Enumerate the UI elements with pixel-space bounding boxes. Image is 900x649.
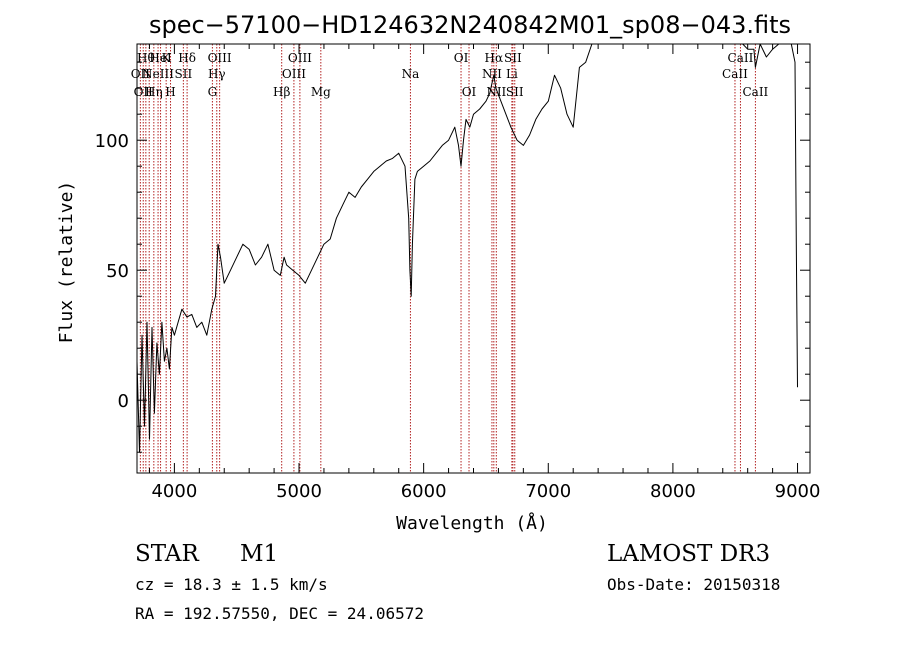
line-label-20: OI	[462, 85, 477, 99]
y-tick-label-1: 50	[106, 261, 129, 282]
x-tick-label-5: 9000	[775, 481, 821, 502]
x-axis-label: Wavelength (Å)	[396, 512, 548, 534]
line-label-4: Hη	[145, 85, 163, 99]
x-tick-label-4: 8000	[650, 481, 696, 502]
line-label-27: CaII	[722, 67, 748, 81]
line-label-0: OII	[131, 67, 151, 81]
line-label-13: OIII	[208, 51, 232, 65]
y-tick-label-2: 100	[95, 131, 129, 152]
line-label-15: OIII	[282, 67, 306, 81]
survey-label: LAMOST DR3	[607, 541, 770, 567]
line-markers	[139, 44, 756, 473]
line-label-29: CaII	[742, 85, 768, 99]
line-label-24: Li	[506, 67, 518, 81]
line-label-8: H	[165, 85, 175, 99]
obs-date-text: Obs-Date: 20150318	[607, 575, 780, 594]
y-axis-label: Flux (relative)	[56, 181, 77, 344]
coordinates-text: RA = 192.57550, DEC = 24.06572	[135, 604, 424, 623]
line-label-16: OIII	[288, 51, 312, 65]
line-label-1: OII	[134, 85, 154, 99]
line-label-5: NeIII	[142, 67, 174, 81]
x-tick-label-2: 6000	[401, 481, 447, 502]
line-label-21: NII	[482, 67, 502, 81]
line-label-28: CaII	[728, 51, 754, 65]
line-label-23: NII	[486, 85, 506, 99]
line-label-17: Mg	[311, 85, 331, 99]
line-label-7: K	[162, 51, 172, 65]
line-label-9: SII	[175, 67, 193, 81]
object-class: STAR	[135, 541, 199, 567]
x-tick-label-1: 5000	[276, 481, 322, 502]
y-tick-label-0: 0	[118, 391, 129, 412]
line-labels: OIIOIIHθHηNeIIIHeIKHSIIHδGHγOIIIHβOIIIOI…	[131, 51, 769, 99]
line-label-18: Na	[402, 67, 420, 81]
line-label-6: HeI	[149, 51, 172, 65]
line-label-26: SII	[506, 85, 524, 99]
chart-title: spec−57100−HD124632N240842M01_sp08−043.f…	[149, 11, 791, 39]
object-subclass: M1	[240, 541, 278, 567]
line-label-19: OI	[454, 51, 469, 65]
redshift-text: cz = 18.3 ± 1.5 km/s	[135, 575, 328, 594]
x-tick-label-3: 7000	[525, 481, 571, 502]
line-label-2: Hθ	[137, 51, 155, 65]
axis-ticks: 4000 5000 6000 7000 8000 9000 0 50 100	[95, 44, 821, 502]
line-label-11: G	[208, 85, 218, 99]
line-label-22: Hα	[485, 51, 504, 65]
line-label-10: Hδ	[178, 51, 196, 65]
line-label-12: Hγ	[208, 67, 226, 81]
line-label-14: Hβ	[273, 85, 290, 99]
line-label-25: SII	[504, 51, 522, 65]
series-layer	[136, 43, 798, 453]
plot-frame	[136, 43, 811, 474]
x-tick-label-0: 4000	[151, 481, 197, 502]
spectrum-line	[136, 43, 798, 453]
